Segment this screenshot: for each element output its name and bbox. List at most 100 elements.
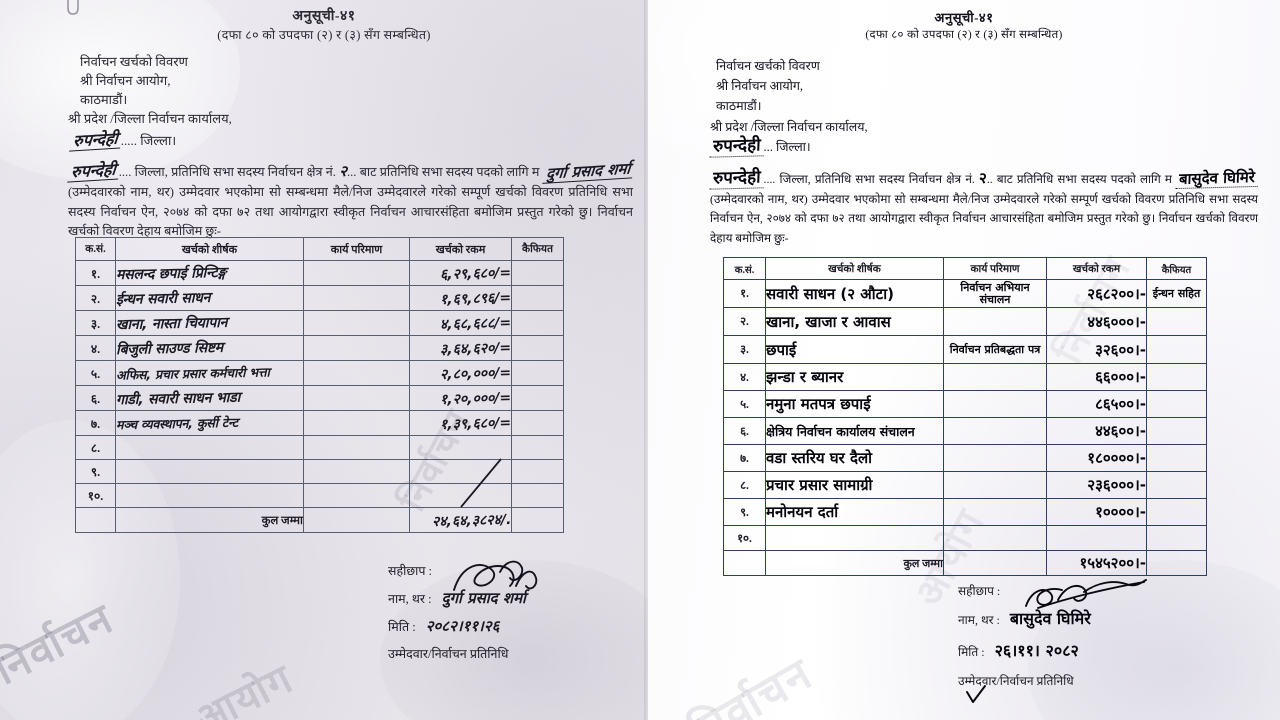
row-sn: ३. (75, 310, 116, 336)
row-sn: ५. (75, 360, 116, 386)
district-dots: ..... (120, 133, 137, 148)
signature-date-label: मिति : (958, 644, 985, 659)
row-sn: २. (723, 307, 766, 336)
row-head: अफिस, प्रचार प्रसार कर्मचारी भत्ता (115, 363, 270, 383)
table-row: २. खाना, खाजा र आवास ४४६०००।- (723, 307, 1207, 336)
addressee-line: काठमाडौं। (716, 99, 762, 113)
paragraph-district-handwritten: रुपन्देही (67, 160, 120, 183)
table-row: २. ईन्धन सवारी साधन १,६९,८९६/= (75, 285, 564, 311)
paragraph-part-3: (उम्मेदवारको नाम, थर) उम्मेदवार भएकोमा स… (710, 192, 1258, 245)
row-sn: २. (75, 285, 116, 311)
addressee-line: निर्वाचन खर्चको विवरण (80, 54, 188, 69)
row-sn: १. (75, 260, 116, 286)
table-row: ८. प्रचार प्रसार सामाग्री २३६०००।- (723, 471, 1207, 499)
table-row: ६. क्षेत्रिय निर्वाचन कार्यालय संचालन ४४… (723, 417, 1207, 445)
table-header-row: क.सं. खर्चको शीर्षक कार्य परिमाण खर्चको … (723, 257, 1207, 280)
district-dots: ... (763, 140, 773, 154)
row-sn: ४. (75, 335, 116, 361)
row-head: बिजुली साउण्ड सिष्टम (115, 339, 224, 358)
table-total-row: कुल जम्मा १५४५२००।- (723, 550, 1207, 576)
row-sn: ९. (75, 459, 116, 484)
signature-name-row: नाम, थर : दुर्गा प्रसाद शर्मा (388, 584, 526, 613)
paragraph-district-handwritten: रुपन्देही (709, 167, 764, 190)
table-row: १०. (75, 483, 564, 508)
row-head: झन्डा र ब्यानर (766, 368, 844, 386)
paragraph-part-3: (उम्मेदवारको नाम, थर) उम्मेदवार भएकोमा स… (68, 185, 633, 239)
row-sn: ८. (75, 435, 116, 460)
row-sn: ३. (723, 335, 766, 364)
row-head: वडा स्तरिय घर दैलो (766, 449, 873, 467)
signature-date-value: २०८२।११।२६ (425, 617, 500, 636)
district-suffix: जिल्ला। (140, 133, 177, 148)
page-subtitle: (दफा ८० को उपदफा (२) र (३) सँग सम्बन्धित… (217, 28, 431, 42)
row-sn: १०. (723, 525, 766, 551)
row-amount: २६८२००।- (1087, 284, 1146, 303)
row-head: मनोनयन दर्ता (766, 503, 839, 521)
row-sn: ६. (75, 385, 116, 411)
signature-name-row: नाम, थर : बासुदेव घिमिरे (958, 603, 1091, 634)
table-row: ७. मञ्च व्यवस्थापन, कुर्सी टेन्ट १,३९,६८… (75, 410, 564, 436)
declaration-paragraph: रुपन्देही.... जिल्ला, प्रतिनिधि सभा सदस्… (709, 167, 1259, 245)
paragraph-part-1: जिल्ला, प्रतिनिधि सभा सदस्य निर्वाचन क्ष… (779, 172, 975, 186)
table-row: ४. बिजुली साउण्ड सिष्टम ३,६४,६२०/= (75, 335, 564, 361)
row-sn: ७. (75, 410, 116, 436)
column-header-qty: कार्य परिमाण (303, 237, 410, 261)
table-row: ६. गाडी, सवारी साधन भाडा १,२०,०००/= (75, 385, 564, 411)
table-row: ३. छपाई निर्वाचन प्रतिबद्धता पत्र ३२६००।… (723, 335, 1207, 364)
table-row: ८. (75, 435, 564, 460)
addressee-line: निर्वाचन खर्चको विवरण (716, 59, 820, 73)
table-row: ७. वडा स्तरिय घर दैलो १८००००।- (723, 444, 1207, 472)
signature-stamp-label: सहीछाप : (388, 564, 433, 578)
row-head: क्षेत्रिय निर्वाचन कार्यालय संचालन (766, 423, 915, 439)
total-empty-remark (1146, 550, 1207, 576)
table-row: ९. मनोनयन दर्ता १००००।- (723, 498, 1207, 526)
signature-name-label: नाम, थर : (958, 613, 1000, 628)
signature-date-row: मिति : २०८२।११।२६ (388, 612, 526, 641)
row-head: ईन्धन सवारी साधन (115, 289, 211, 308)
signature-date-label: मिति : (388, 620, 416, 635)
row-sn: ५. (723, 390, 766, 418)
document-right: निर्वाचन आयोग निर्वाचन अनुसूची-४१ (दफा ८… (648, 0, 1280, 720)
addressee-line: श्री प्रदेश /जिल्ला निर्वाचन कार्यालय, (68, 111, 232, 126)
table-total-row: कुल जम्मा २४,६४,३८२४/. (75, 507, 564, 533)
signature-block: सहीछाप : नाम, थर : दुर्गा प्रसाद शर्मा म… (388, 560, 526, 667)
row-amount: २३६०००।- (1087, 476, 1146, 494)
watermark-text: निर्वाचन (0, 595, 122, 695)
row-qty: निर्वाचन अभियान संचालन (960, 280, 1030, 306)
signature-date-row: मिति : २६।११। २०८२ (958, 635, 1091, 666)
table-row: ३. खाना, नास्ता चियापान ४,६८,६८८/= (75, 310, 564, 336)
document-left: निर्वाचन आयोग निर्वाचन अनुसूची-४१ (दफा ८… (0, 0, 648, 720)
row-amount: १००००।- (1095, 503, 1146, 521)
table-row: १०. (723, 525, 1207, 551)
addressee-line: काठमाडौं। (80, 92, 128, 107)
column-header-head: खर्चको शीर्षक (765, 257, 944, 280)
row-sn: ८. (723, 471, 766, 499)
signature-role: उम्मेदवार/निर्वाचन प्रतिनिधि (388, 646, 509, 661)
row-amount: १,६९,८९६/= (439, 289, 512, 308)
row-sn: ९. (723, 498, 766, 526)
paragraph-part-2: बाट प्रतिनिधि सभा सदस्य पदको लागि म (359, 165, 540, 179)
total-empty-sn (75, 507, 116, 533)
row-amount: ४४६०००।- (1087, 312, 1146, 331)
district-line: रुपन्देही... जिल्ला। (709, 135, 811, 158)
row-head: मञ्च व्यवस्थापन, कुर्सी टेन्ट (115, 414, 239, 432)
row-amount: ८६५००।- (1095, 395, 1146, 413)
row-head: छपाई (766, 340, 797, 359)
page-title: अनुसूची-४१ (292, 9, 356, 24)
page-subtitle: (दफा ८० को उपदफा (२) र (३) सँग सम्बन्धित… (865, 29, 1063, 41)
paragraph-part-2: बाट प्रतिनिधि सभा सदस्य पदको लागि म (996, 172, 1172, 186)
row-amount: ३२६००।- (1095, 340, 1146, 359)
row-amount: ४४६००।- (1095, 422, 1146, 440)
column-header-sn: क.सं. (723, 257, 766, 280)
table-row: १. सवारी साधन (२ औटा) निर्वाचन अभियान सं… (723, 279, 1207, 308)
watermark-text: आयोग (188, 655, 301, 720)
column-header-amount: खर्चको रकम (1046, 257, 1147, 280)
column-header-qty: कार्य परिमाण (943, 257, 1047, 280)
row-amount: ३,६४,६२०/= (439, 339, 512, 358)
row-head: प्रचार प्रसार सामाग्री (766, 476, 873, 494)
district-handwritten-value: रुपन्देही (69, 129, 122, 152)
total-empty-qty (943, 550, 1047, 576)
row-remark: ईन्धन सहित (1152, 286, 1201, 300)
column-header-sn: क.सं. (75, 237, 116, 261)
candidate-name-handwritten: दुर्गा प्रसाद शर्मा (541, 159, 634, 184)
